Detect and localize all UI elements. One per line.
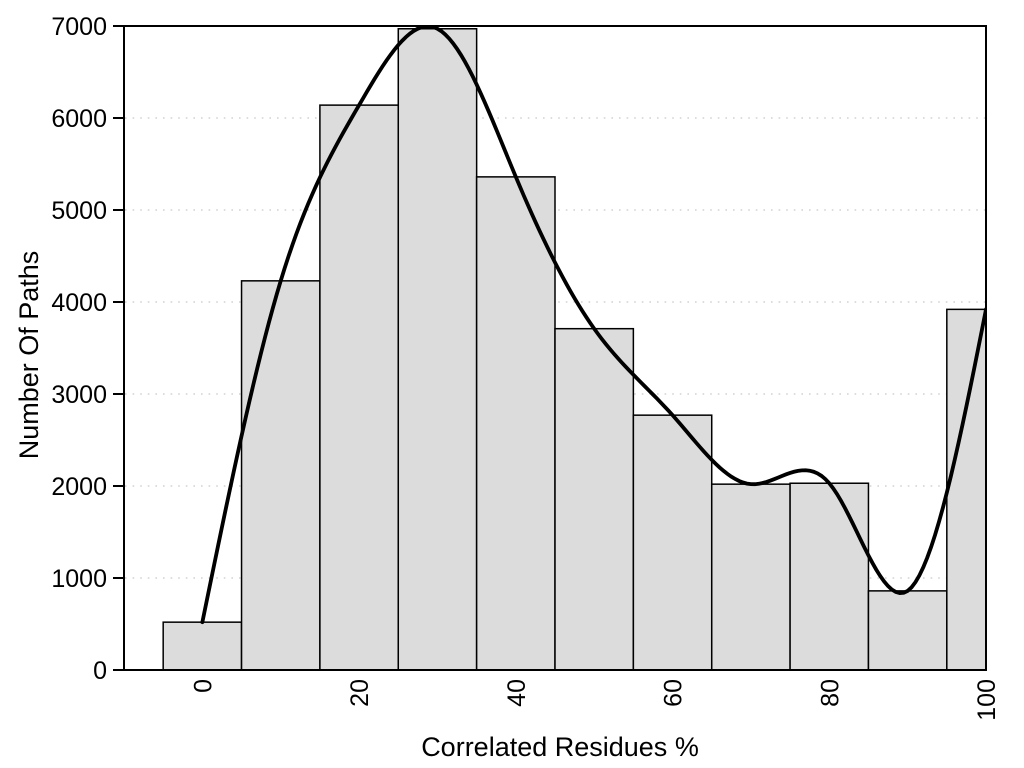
- y-tick-label-6000: 6000: [51, 105, 107, 133]
- histogram-bars: [162, 28, 986, 670]
- y-axis-ticks: 0 1000 2000 3000 4000 5000 6000 7000: [51, 13, 124, 685]
- histogram-bar-70: [710, 483, 791, 670]
- x-tick-label-60: 60: [660, 679, 688, 707]
- x-tick-label-80: 80: [816, 679, 844, 707]
- histogram-bar-80: [789, 482, 870, 670]
- histogram-bar-10: [240, 280, 321, 670]
- histogram-bar-50: [554, 327, 635, 670]
- y-tick-label-1000: 1000: [51, 565, 107, 593]
- y-tick-label-5000: 5000: [51, 197, 107, 225]
- histogram-bar-30: [397, 28, 478, 670]
- y-tick-label-4000: 4000: [51, 289, 107, 317]
- y-tick-label-7000: 7000: [51, 13, 107, 41]
- plot-border-box: [123, 25, 987, 671]
- y-tick-label-2000: 2000: [51, 473, 107, 501]
- y-axis-title: Number Of Paths: [14, 251, 44, 460]
- x-tick-label-0: 0: [189, 679, 217, 693]
- density-spline-curve: [200, 26, 986, 625]
- x-axis-tick-labels: 0 20 40 60 80 100: [189, 679, 1001, 721]
- histogram-bar-20: [319, 104, 400, 670]
- histogram-bar-60: [632, 414, 713, 670]
- x-tick-label-40: 40: [503, 679, 531, 707]
- y-tick-label-0: 0: [93, 657, 107, 685]
- x-tick-label-20: 20: [346, 679, 374, 707]
- histogram-bar-100: [946, 308, 986, 670]
- histogram-bar-0: [162, 621, 243, 670]
- histogram-bar-40: [475, 176, 556, 670]
- y-tick-label-3000: 3000: [51, 381, 107, 409]
- x-axis-title: Correlated Residues %: [421, 732, 699, 762]
- x-tick-label-100: 100: [973, 679, 1001, 721]
- histogram-bar-90: [867, 590, 948, 670]
